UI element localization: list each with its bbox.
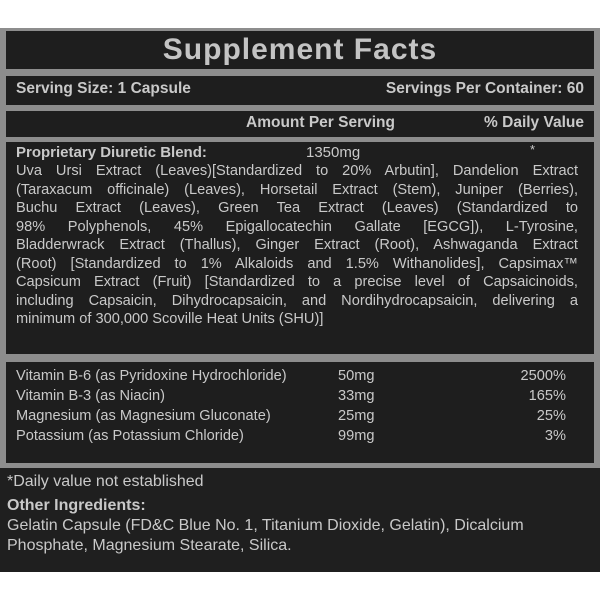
nutrient-name: Vitamin B-6 (as Pyridoxine Hydrochloride… xyxy=(16,368,287,384)
nutrient-row: Magnesium (as Magnesium Gluconate) 25mg … xyxy=(16,406,586,426)
nutrient-amount: 33mg xyxy=(338,388,375,404)
nutrient-amount: 50mg xyxy=(338,368,375,384)
nutrient-name: Magnesium (as Magnesium Gluconate) xyxy=(16,408,271,424)
blend-ingredients-line: Uva Ursi Extract (Leaves)[Standardized t… xyxy=(16,163,578,179)
other-ingredients-line: Phosphate, Magnesium Stearate, Silica. xyxy=(7,537,292,554)
blend-ingredients-line: (Root) [Standardized to 1% Alkaloids and… xyxy=(16,255,578,272)
serving-row: Serving Size: 1 Capsule Servings Per Con… xyxy=(6,76,594,105)
supplement-facts-title: Supplement Facts xyxy=(6,31,594,69)
nutrient-daily-value: 25% xyxy=(536,408,566,424)
nutrient-amount: 25mg xyxy=(338,408,375,424)
blend-ingredients-line: Capsicum Extract (Fruit) [Standardized t… xyxy=(16,274,578,290)
blend-ingredients-line: 98% Polyphenols, 45% Epigallocatechin Ga… xyxy=(16,218,578,235)
nutrient-daily-value: 2500% xyxy=(520,368,566,384)
other-ingredients-line: Gelatin Capsule (FD&C Blue No. 1, Titani… xyxy=(7,517,524,534)
nutrient-row: Vitamin B-3 (as Niacin) 33mg 165% xyxy=(16,386,586,406)
column-header-row: Amount Per Serving % Daily Value xyxy=(6,111,594,137)
nutrient-amount: 99mg xyxy=(338,428,375,444)
blend-ingredients-line: minimum of 300,000 Scoville Heat Units (… xyxy=(16,311,324,327)
nutrient-daily-value: 3% xyxy=(544,428,566,444)
nutrient-daily-value: 165% xyxy=(528,388,566,404)
proprietary-blend-section: Proprietary Diuretic Blend: 1350mg * Uva… xyxy=(6,142,594,354)
blend-ingredients-line: including Capsaicin, Dihydrocapsaicin, a… xyxy=(16,292,578,309)
blend-daily-value: * xyxy=(530,142,536,157)
daily-value-header: % Daily Value xyxy=(484,114,584,131)
blend-name: Proprietary Diuretic Blend: xyxy=(16,144,207,161)
amount-per-serving-header: Amount Per Serving xyxy=(246,114,395,131)
blend-ingredients-line: Buchu Extract (Leaves), Green Tea Extrac… xyxy=(16,200,578,216)
nutrient-name: Vitamin B-3 (as Niacin) xyxy=(16,388,165,404)
vitamins-section: Vitamin B-6 (as Pyridoxine Hydrochloride… xyxy=(6,362,594,463)
nutrient-name: Potassium (as Potassium Chloride) xyxy=(16,428,244,444)
nutrient-row: Vitamin B-6 (as Pyridoxine Hydrochloride… xyxy=(16,366,586,386)
nutrient-row: Potassium (as Potassium Chloride) 99mg 3… xyxy=(16,426,586,446)
blend-ingredients-line: Bladderwrack Extract (Thallus), Ginger E… xyxy=(16,237,578,253)
blend-ingredients-line: (Taraxacum officinale) (Leaves), Horseta… xyxy=(16,181,578,198)
serving-size: Serving Size: 1 Capsule xyxy=(16,80,191,97)
servings-per-container: Servings Per Container: 60 xyxy=(385,80,584,97)
blend-amount: 1350mg xyxy=(306,144,361,161)
daily-value-footnote: *Daily value not established xyxy=(7,473,204,490)
other-ingredients-label: Other Ingredients: xyxy=(7,497,146,514)
